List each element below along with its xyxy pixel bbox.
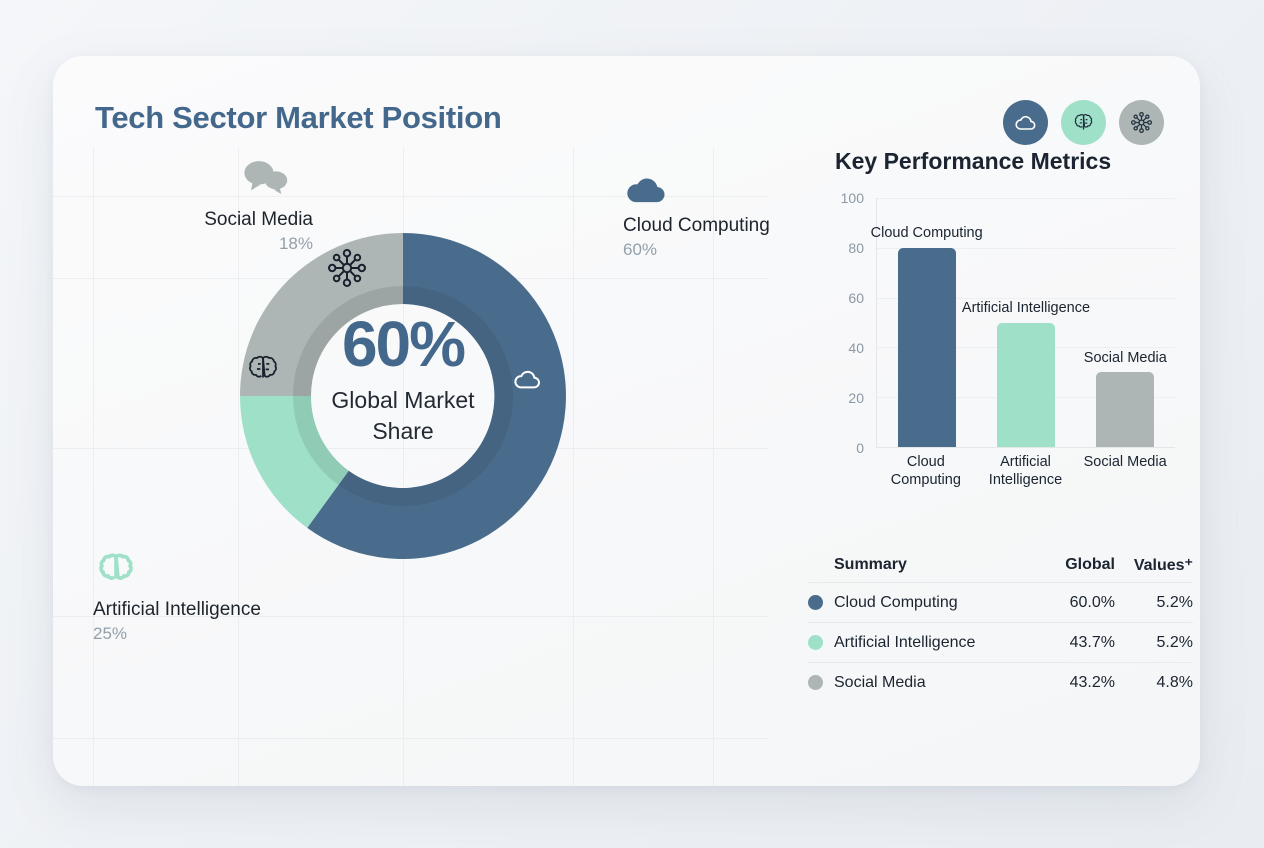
table-cell-global: 43.2% (1069, 673, 1115, 691)
donut-label-artificial-intelligence-name: Artificial Intelligence (93, 599, 261, 620)
kpm-title: Key Performance Metrics (835, 148, 1112, 174)
header-action-buttons (1003, 100, 1164, 145)
table-cell-global: 60.0% (1069, 593, 1115, 611)
y-tick: 40 (848, 340, 864, 356)
donut-center-text: 60% Global Market Share (203, 312, 603, 446)
cloud-filled-icon (623, 170, 793, 209)
bar-label-cloud-computing: Cloud Computing (870, 225, 983, 242)
x-tick-cloud-computing: Cloud Computing (890, 454, 961, 488)
donut-svg (240, 233, 566, 559)
network-icon (1130, 111, 1153, 134)
table-cell-values: 5.2% (1156, 593, 1193, 611)
donut-bevel-cloud (338, 286, 514, 506)
bar-column-social-media: Social Media (1084, 198, 1167, 447)
y-tick: 20 (848, 390, 864, 406)
donut-label-social-media-pct: 18% (278, 233, 313, 253)
summary-table: Summary Global Values⁺ Cloud Computing 6… (808, 548, 1193, 702)
table-cell-name: Social Media (834, 673, 926, 691)
brain-filled-icon (93, 546, 283, 593)
chat-bubble-icon (113, 156, 313, 203)
x-tick-artificial-intelligence: Artificial Intelligence (988, 454, 1063, 488)
column-header-summary: Summary (834, 556, 907, 573)
legend-dot-icon (808, 595, 823, 610)
cloud-button[interactable] (1003, 100, 1048, 145)
kpm-panel: Key Performance Metrics 100 80 60 40 20 … (780, 148, 1200, 786)
table-header-row: Summary Global Values⁺ (808, 548, 1193, 582)
page-title: Tech Sector Market Position (95, 100, 502, 135)
network-button[interactable] (1119, 100, 1164, 145)
bar-column-cloud-computing: Cloud Computing (871, 198, 983, 447)
table-cell-values: 5.2% (1156, 633, 1193, 651)
y-tick: 100 (840, 190, 864, 206)
segment-cloud-icon (508, 364, 548, 401)
y-tick: 0 (856, 440, 864, 456)
donut-label-social-media-name: Social Media (204, 209, 313, 230)
table-row[interactable]: Artificial Intelligence 43.7% 5.2% (808, 622, 1193, 662)
y-tick: 80 (848, 240, 864, 256)
bar-artificial-intelligence[interactable] (996, 322, 1055, 447)
y-axis: 100 80 60 40 20 0 (830, 190, 870, 456)
donut-label-artificial-intelligence: Artificial Intelligence 25% (93, 546, 283, 644)
donut-segment-cloud[interactable] (307, 233, 566, 559)
bar-cloud-computing[interactable] (897, 247, 956, 447)
segment-social-icon (323, 244, 371, 297)
table-cell-global: 43.7% (1069, 633, 1115, 651)
brain-icon (1074, 114, 1093, 130)
donut-label-artificial-intelligence-pct: 25% (93, 623, 128, 643)
brain-button[interactable] (1061, 100, 1106, 145)
donut-center-value: 60% (341, 308, 466, 380)
cloud-icon (1014, 115, 1035, 130)
donut-center-label: Global Market Share (331, 387, 475, 444)
x-tick-social-media: Social Media (1083, 454, 1167, 470)
kpm-bar-chart: 100 80 60 40 20 0 Cloud Computing (830, 190, 1175, 489)
donut-segment-ai[interactable] (240, 396, 349, 528)
table-cell-name: Artificial Intelligence (834, 633, 976, 651)
bar-social-media[interactable] (1096, 372, 1155, 447)
y-tick: 60 (848, 290, 864, 306)
donut-chart: 60% Global Market Share (203, 196, 603, 596)
bar-group: Cloud Computing Artificial Intelligence … (871, 198, 1175, 447)
bar-label-social-media: Social Media (1083, 349, 1167, 366)
column-header-values: Values⁺ (1133, 557, 1193, 574)
legend-dot-icon (808, 635, 823, 650)
donut-label-cloud-computing-name: Cloud Computing (623, 215, 770, 236)
dashboard-card: Tech Sector Market Position (53, 56, 1200, 786)
donut-segment-social[interactable] (240, 233, 403, 396)
donut-bevel-social (293, 286, 403, 396)
plot-area: Cloud Computing Artificial Intelligence … (871, 198, 1175, 448)
column-header-global: Global (1065, 556, 1115, 573)
market-share-chart: 60% Global Market Share Social Media 18% (53, 148, 770, 786)
x-axis: Cloud Computing Artificial Intelligence … (876, 454, 1175, 489)
donut-bevel-ai (293, 396, 349, 485)
table-cell-name: Cloud Computing (834, 593, 958, 611)
table-row[interactable]: Cloud Computing 60.0% 5.2% (808, 582, 1193, 622)
donut-label-cloud-computing: Cloud Computing 60% (623, 170, 793, 260)
table-row[interactable]: Social Media 43.2% 4.8% (808, 662, 1193, 702)
legend-dot-icon (808, 675, 823, 690)
donut-label-social-media: Social Media 18% (113, 156, 313, 254)
donut-label-cloud-computing-pct: 60% (623, 239, 658, 259)
bar-label-artificial-intelligence: Artificial Intelligence (961, 299, 1091, 316)
bar-column-artificial-intelligence: Artificial Intelligence (962, 198, 1090, 447)
table-cell-values: 4.8% (1156, 673, 1193, 691)
segment-ai-icon (241, 348, 285, 393)
